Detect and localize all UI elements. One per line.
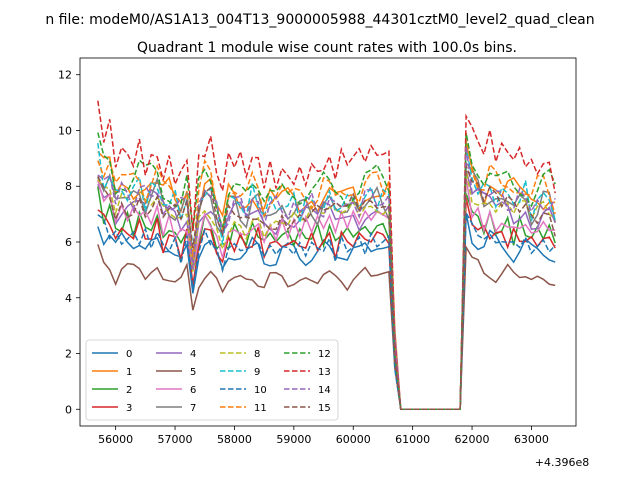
legend-label-11: 11 — [254, 403, 267, 414]
y-tick-label: 8 — [65, 180, 72, 193]
legend-label-10: 10 — [254, 385, 267, 396]
series-line-5 — [97, 244, 556, 411]
series-line-15 — [97, 165, 556, 411]
series-line-14 — [97, 146, 556, 411]
y-tick-label: 10 — [58, 124, 72, 137]
y-tick-label: 2 — [65, 348, 72, 361]
series-line-10 — [97, 210, 556, 411]
x-tick-label: 56000 — [98, 433, 133, 446]
y-tick-label: 12 — [58, 69, 72, 82]
x-tick-label: 62000 — [455, 433, 490, 446]
plot-area — [97, 100, 556, 411]
legend-label-15: 15 — [318, 403, 331, 414]
y-tick-label: 6 — [65, 236, 72, 249]
legend-label-6: 6 — [190, 385, 196, 396]
legend-label-14: 14 — [318, 385, 331, 396]
x-tick-label: 59000 — [276, 433, 311, 446]
y-axis: 0 2 4 6 8 10 12 — [58, 69, 80, 416]
series-line-11 — [97, 133, 556, 411]
series-line-8 — [97, 169, 556, 411]
legend-label-9: 9 — [254, 367, 260, 378]
legend-label-12: 12 — [318, 349, 331, 360]
legend-label-5: 5 — [190, 367, 196, 378]
plot-frame — [79, 57, 577, 427]
y-tick-label: 0 — [65, 403, 72, 416]
legend-label-4: 4 — [190, 349, 196, 360]
x-tick-label: 61000 — [395, 433, 430, 446]
x-axis: 56000 57000 58000 59000 60000 61000 62000 63000 — [98, 426, 549, 446]
legend-label-7: 7 — [190, 403, 196, 414]
legend-label-3: 3 — [126, 403, 132, 414]
y-tick-label: 4 — [65, 292, 72, 305]
series-line-6 — [97, 176, 556, 411]
chart-title: Quadrant 1 module wise count rates with … — [137, 40, 517, 56]
figure-suptitle: n file: modeM0/AS1A13_004T13_9000005988_… — [45, 12, 594, 28]
legend-label-0: 0 — [126, 349, 132, 360]
legend-label-1: 1 — [126, 367, 132, 378]
series-line-4 — [97, 169, 556, 411]
x-axis-offset-label: +4.396e8 — [535, 456, 589, 469]
x-tick-label: 60000 — [336, 433, 371, 446]
x-tick-label: 58000 — [217, 433, 252, 446]
series-line-13 — [97, 100, 556, 411]
legend-box — [85, 339, 339, 421]
x-tick-label: 57000 — [158, 433, 193, 446]
legend-label-13: 13 — [318, 367, 331, 378]
legend-label-8: 8 — [254, 349, 260, 360]
legend-label-2: 2 — [126, 385, 132, 396]
x-tick-label: 63000 — [514, 433, 549, 446]
